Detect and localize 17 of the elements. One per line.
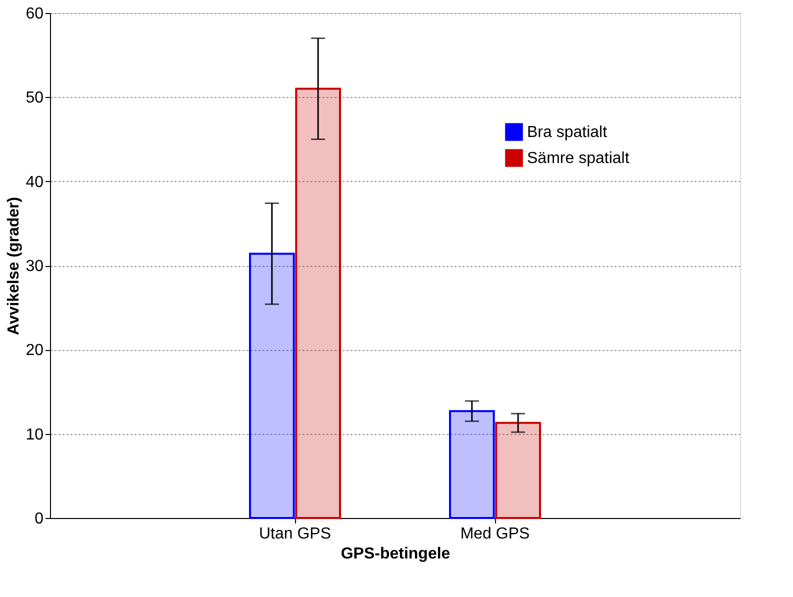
y-tick-label: 30 (26, 258, 44, 275)
bar (249, 252, 295, 519)
bar (495, 422, 541, 519)
legend-label: Bra spatialt (527, 124, 608, 141)
y-axis-title: Avvikelse (grader) (6, 196, 23, 336)
bar (295, 88, 341, 519)
y-tick-label: 0 (34, 510, 44, 528)
x-tick-label: Utan GPS (258, 526, 332, 542)
y-tick-label: 60 (26, 6, 44, 22)
legend-label: Sämre spatialt (527, 150, 630, 167)
y-tick-label: 40 (26, 174, 44, 191)
y-tick-label: 20 (26, 342, 44, 360)
y-tick-label: 50 (26, 90, 44, 107)
bar (449, 410, 495, 519)
y-tick-label: 10 (26, 426, 44, 444)
x-tick-label: Med GPS (460, 526, 530, 542)
x-axis-title: GPS-betingele (340, 546, 450, 562)
